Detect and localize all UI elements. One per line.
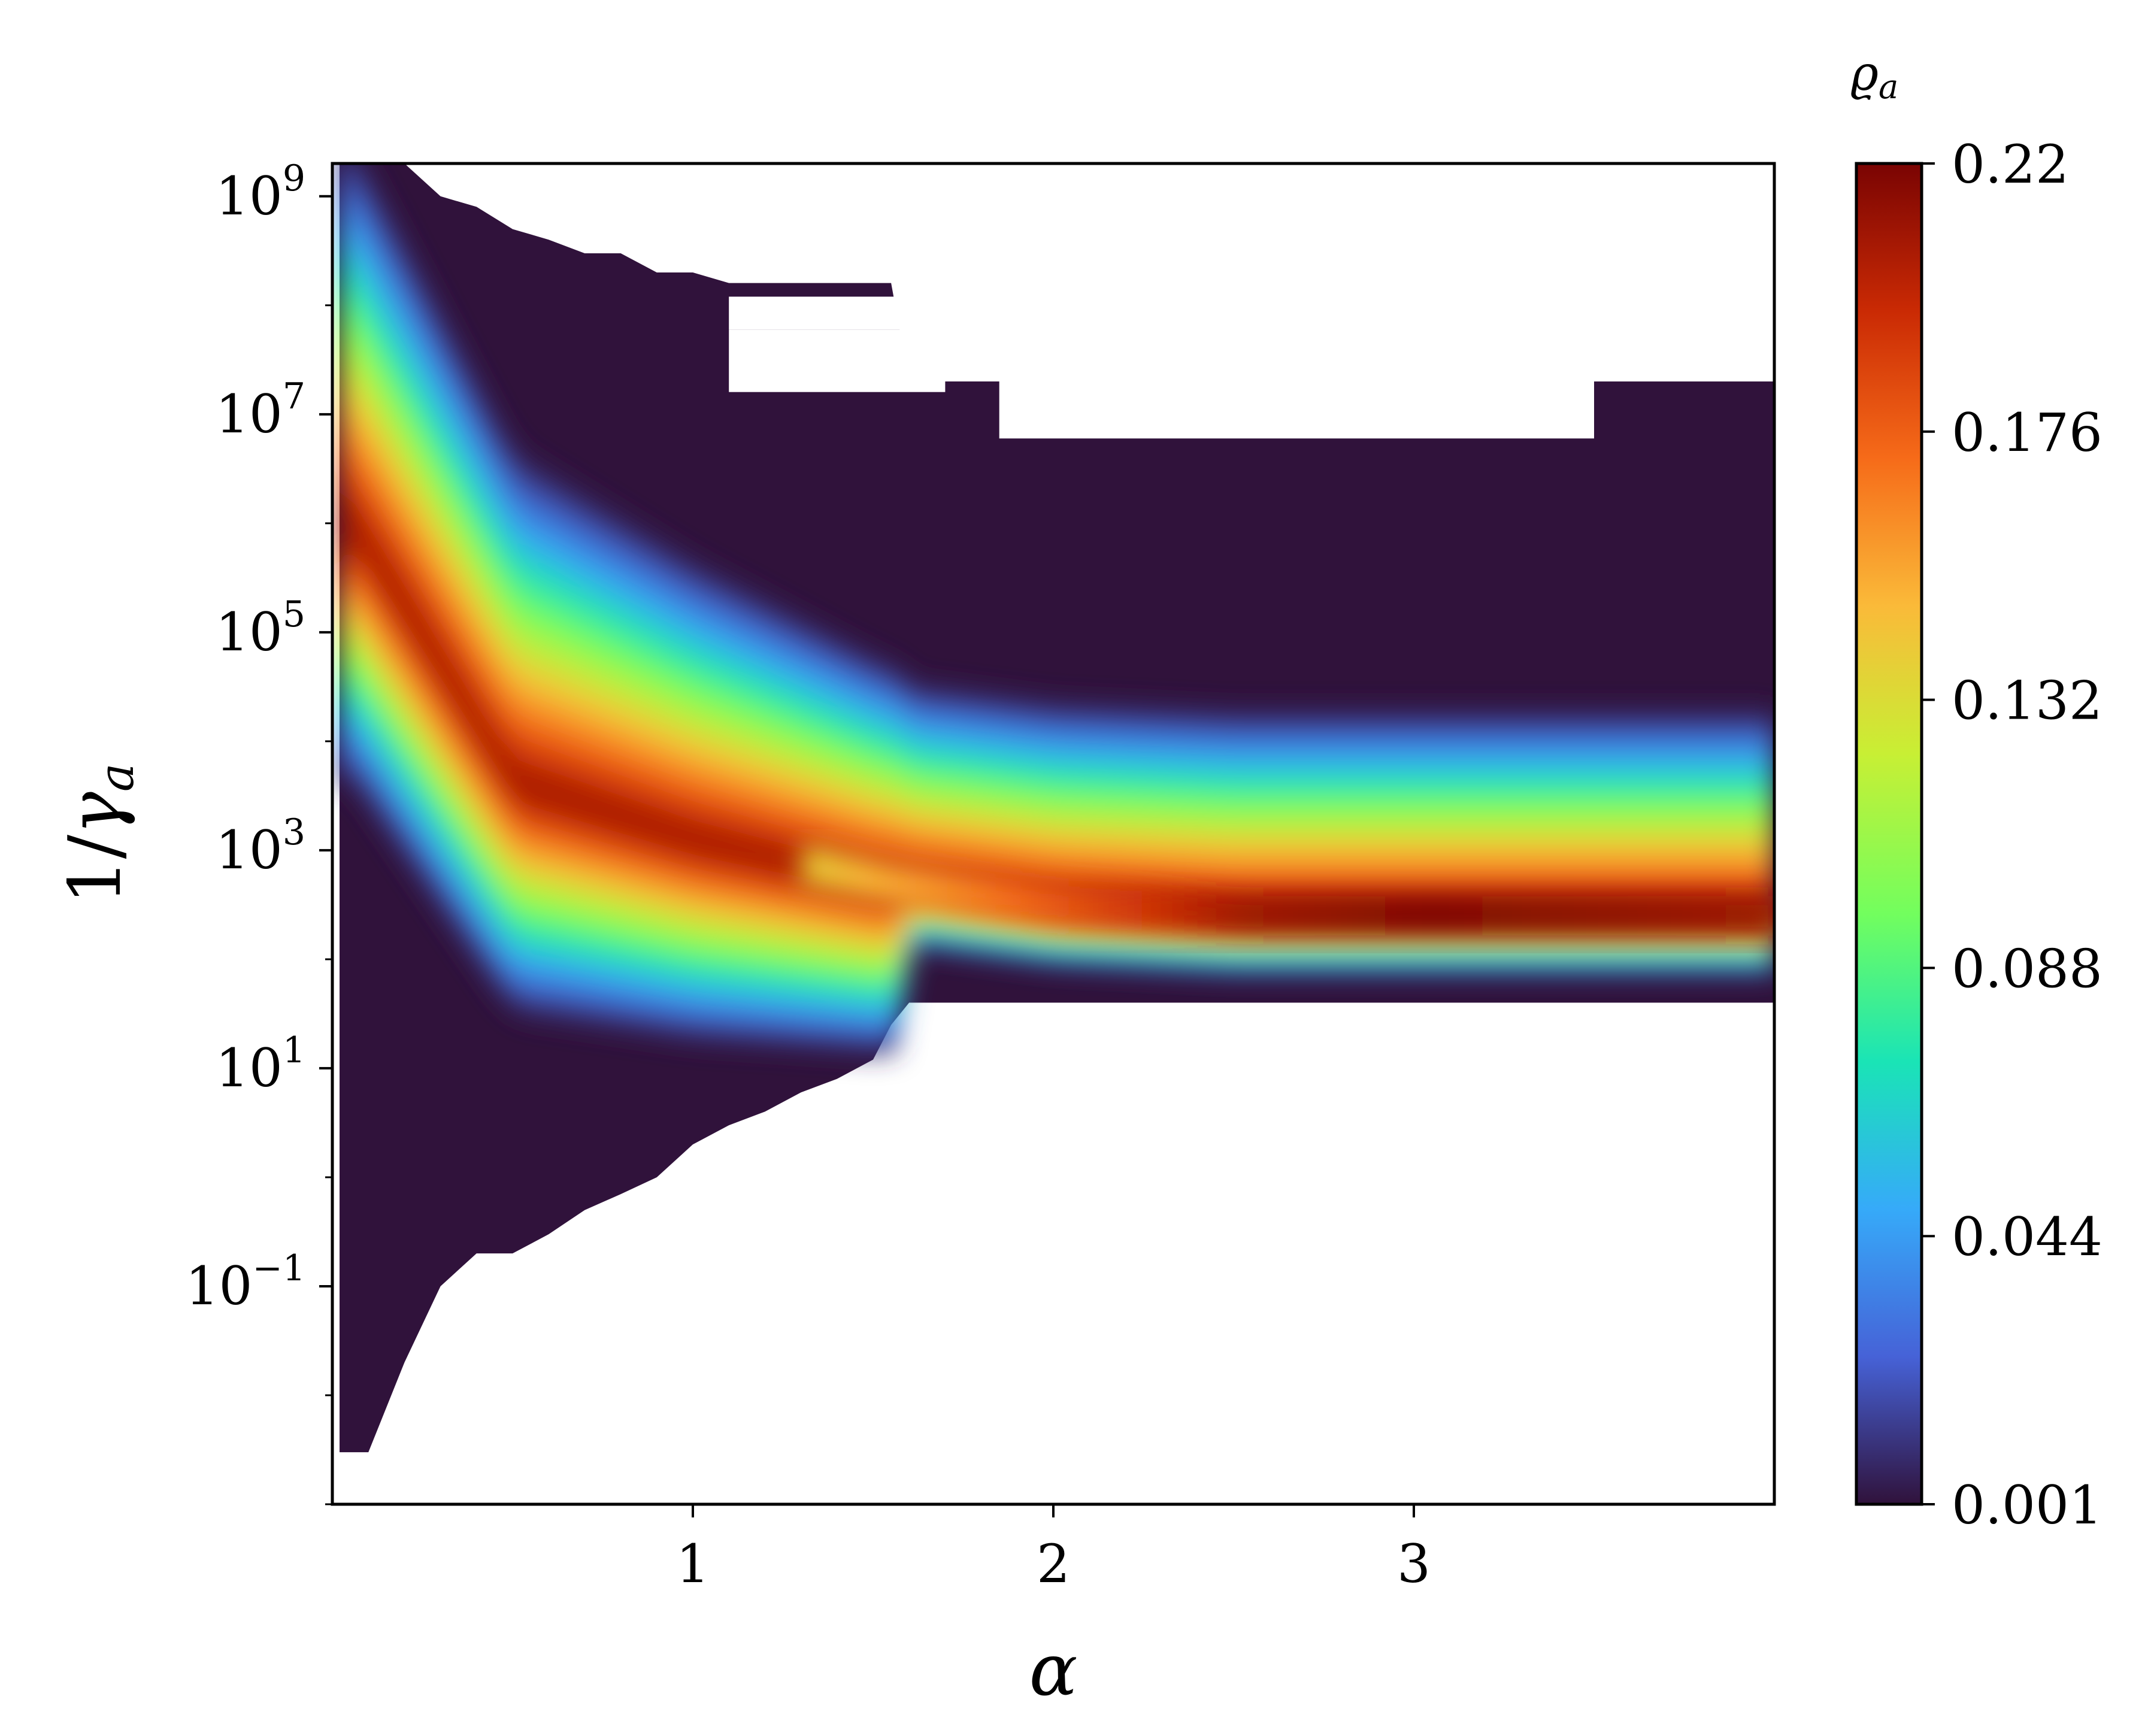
colorbar-tick-label: 0.132 <box>1952 670 2102 732</box>
density-peak-cell <box>1044 886 1071 926</box>
y-label-subscript: a <box>89 763 144 792</box>
y-label-numerator: 1/ <box>54 834 137 904</box>
density-peak-cell <box>1117 890 1144 930</box>
density-peak-cell <box>1361 896 1387 936</box>
density-peak-cell <box>1677 896 1704 936</box>
density-peak-cell <box>995 880 1023 919</box>
density-peak-cell <box>922 870 950 910</box>
colorbar <box>1855 162 1923 1506</box>
empty-region <box>999 349 1594 439</box>
colorbar-label-symbol: ϱ <box>1850 46 1879 101</box>
y-tick-label: 103 <box>216 811 305 881</box>
y-tick-label: 109 <box>216 157 305 227</box>
density-peak-cell <box>1507 896 1534 936</box>
density-peak-cell <box>1628 896 1655 936</box>
x-tick-label: 1 <box>676 1533 710 1595</box>
density-peak-cell <box>1020 883 1047 923</box>
density-peak-cell <box>849 858 877 898</box>
y-tick-label: 10−1 <box>186 1247 305 1317</box>
colorbar-tick-label: 0.001 <box>1952 1474 2102 1536</box>
density-peak-cell <box>1263 896 1290 936</box>
empty-region <box>729 329 946 392</box>
colorbar-tick-label: 0.088 <box>1952 938 2102 999</box>
density-peak-cell <box>1239 896 1266 936</box>
y-tick-label: 107 <box>216 375 305 445</box>
density-peak-cell <box>1166 893 1193 932</box>
y-tick-label: 101 <box>216 1029 305 1099</box>
density-peak-cell <box>1068 888 1096 928</box>
empty-region <box>729 296 928 330</box>
density-peak-cell <box>1604 896 1631 936</box>
density-peak-cell <box>1287 896 1314 936</box>
density-peak-cell <box>1384 896 1412 936</box>
empty-region <box>927 163 1774 283</box>
density-peak-cell <box>1409 896 1437 936</box>
density-peak-cell <box>1701 896 1728 936</box>
density-peak-cell <box>1434 896 1461 936</box>
density-peak-cell <box>1531 896 1558 936</box>
density-bands <box>340 163 1774 1055</box>
density-peak-ridge <box>801 847 1774 936</box>
x-tick-label: 3 <box>1397 1533 1431 1595</box>
colorbar-tick-label: 0.22 <box>1952 134 2069 195</box>
density-peak-cell <box>1093 889 1120 929</box>
density-peak-cell <box>971 876 998 916</box>
y-axis-ticks: 10−1 101 103 105 107 109 <box>186 157 332 1505</box>
density-peak-cell <box>898 867 925 907</box>
svg-text:1/γa: 1/γa <box>54 763 144 904</box>
y-label-symbol: γ <box>54 792 137 835</box>
density-peak-cell <box>1555 896 1582 936</box>
empty-region <box>1594 283 1774 382</box>
density-band <box>340 464 1774 925</box>
colorbar-tick-label: 0.044 <box>1952 1206 2102 1268</box>
density-peak-cell <box>1190 894 1217 934</box>
density-peak-cell <box>1311 896 1339 936</box>
density-peak-cell <box>947 873 974 913</box>
density-peak-cell <box>1750 896 1774 936</box>
heatmap-density <box>340 163 1774 1453</box>
colorbar-tick-label: 0.176 <box>1952 402 2102 463</box>
colorbar-ticks: 0.001 0.044 0.088 0.132 0.176 0.22 <box>1922 134 2102 1536</box>
density-peak-cell <box>1336 896 1364 936</box>
colorbar-label-subscript: a <box>1879 68 1898 107</box>
density-peak-cell <box>1579 896 1607 936</box>
x-axis-label: α <box>1029 1629 1077 1712</box>
density-peak-cell <box>1214 895 1242 935</box>
x-axis-ticks: 1 2 3 <box>676 1504 1431 1595</box>
density-peak-cell <box>1482 896 1510 936</box>
density-peak-cell <box>1458 896 1485 936</box>
y-axis-label: 1/γa <box>54 763 144 904</box>
density-peak-cell <box>801 847 828 886</box>
x-tick-label: 2 <box>1037 1533 1070 1595</box>
density-peak-cell <box>874 864 901 903</box>
colorbar-label: ϱa <box>1850 46 1898 107</box>
y-tick-label: 105 <box>216 593 305 663</box>
density-peak-cell <box>825 852 852 892</box>
density-peak-cell <box>1141 892 1169 931</box>
density-peak-cell <box>1652 896 1680 936</box>
density-peak-cell <box>1725 896 1753 936</box>
